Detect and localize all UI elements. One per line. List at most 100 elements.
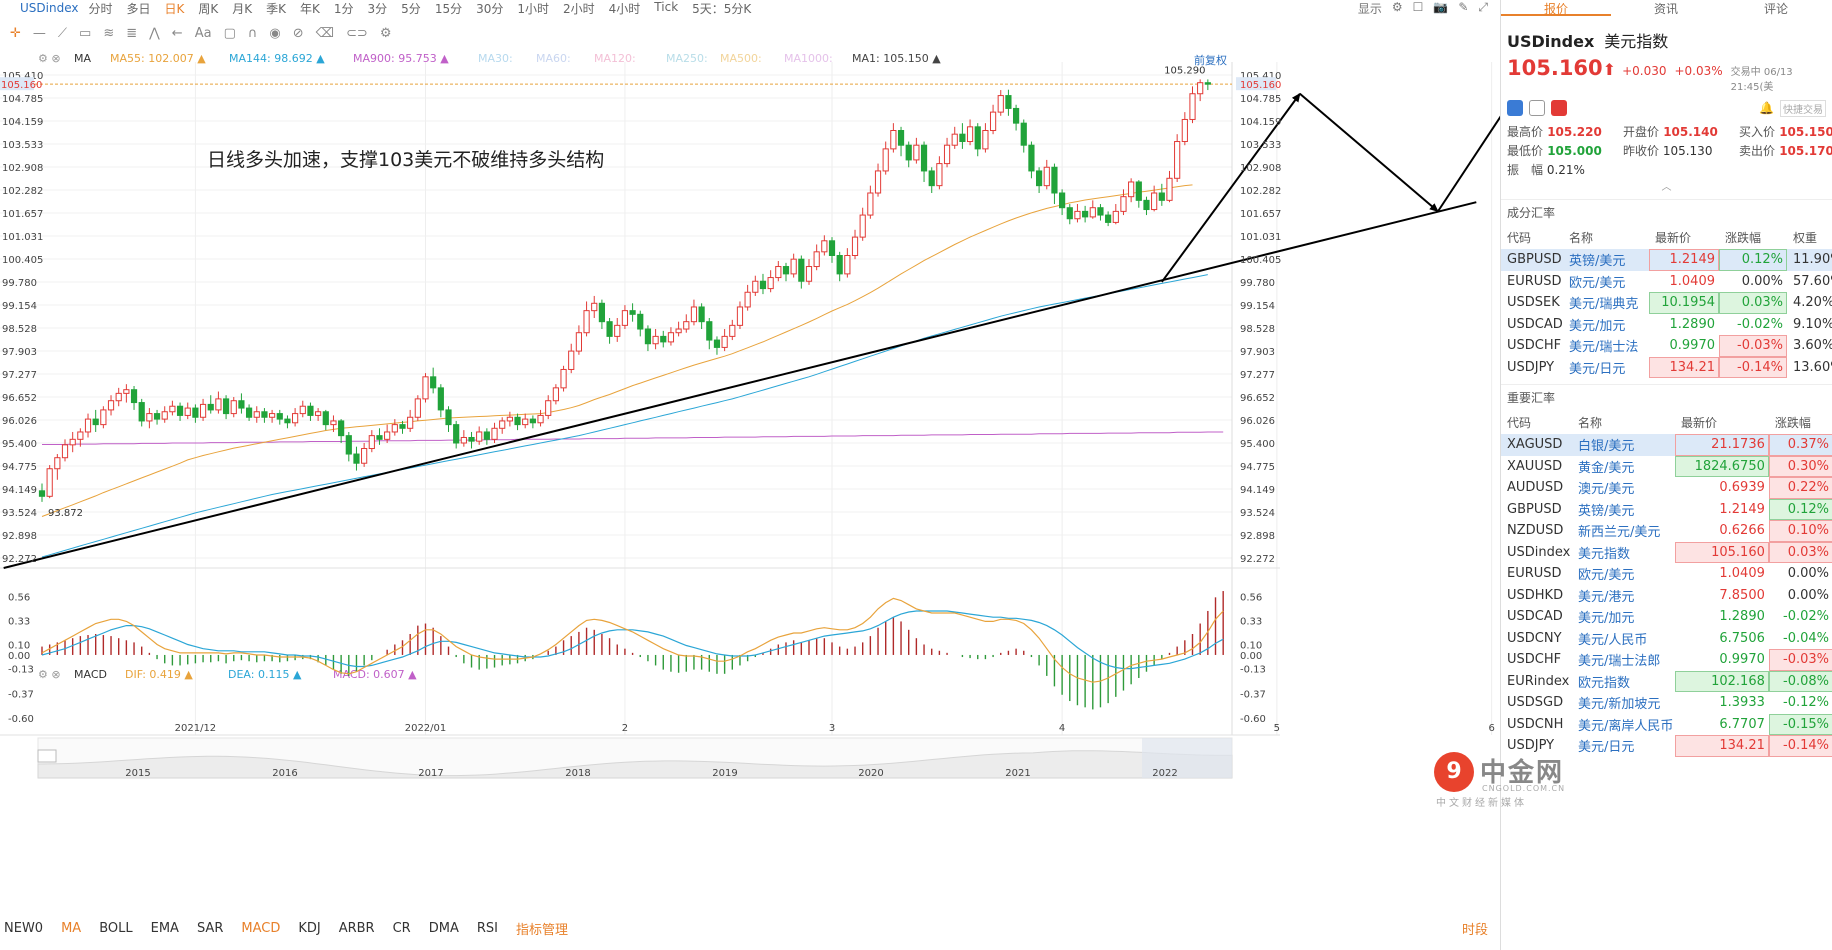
period-tab[interactable]: 多日 <box>126 1 151 16</box>
period-tab[interactable]: 分时 <box>88 1 113 16</box>
table-row[interactable]: USDCAD 美元/加元 1.2890 -0.02% <box>1501 606 1832 628</box>
display-menu[interactable]: 显示 <box>1357 2 1382 16</box>
indicator-item[interactable]: RSI <box>476 920 498 936</box>
note-tool-icon[interactable]: ▢ <box>223 25 236 41</box>
period-tab[interactable]: 30分 <box>476 1 504 16</box>
line-tool-icon[interactable]: — <box>32 25 46 41</box>
period-tab[interactable]: 日K <box>164 1 185 16</box>
table-header-cell[interactable]: 权重 <box>1793 230 1818 245</box>
table-row[interactable]: XAUUSD 黄金/美元 1824.6750 0.30% <box>1501 455 1832 477</box>
quick-trade-button[interactable]: 快捷交易 <box>1780 99 1826 117</box>
fib-tool-icon[interactable]: ≣ <box>126 25 138 41</box>
camera-icon[interactable]: 📷 <box>1433 0 1449 14</box>
table-row[interactable]: EURUSD 欧元/美元 1.0409 0.00% <box>1501 563 1832 585</box>
crosshair-icon[interactable]: ✛ <box>10 25 21 41</box>
table-row[interactable]: USDSGD 美元/新加坡元 1.3933 -0.12% <box>1501 692 1832 714</box>
panel-tab[interactable]: 报价 <box>1501 0 1611 16</box>
table-row[interactable]: XAGUSD 白银/美元 21.1736 0.37% <box>1501 434 1832 456</box>
macd-settings-icon[interactable]: ⚙ ⊗ <box>38 668 61 681</box>
period-tab[interactable]: 月K <box>232 1 253 16</box>
period-tab[interactable]: 2小时 <box>563 1 595 16</box>
table-header-cell[interactable]: 最新价 <box>1681 415 1718 430</box>
candle-body <box>660 335 667 343</box>
table-row[interactable]: GBPUSD 英镑/美元 1.2149 0.12% <box>1501 498 1832 520</box>
arrow-tool-icon[interactable]: ← <box>171 25 183 41</box>
checkbox-icon[interactable]: ☐ <box>1412 0 1424 14</box>
indicator-item[interactable]: MACD <box>241 920 281 936</box>
indicator-item[interactable]: BOLL <box>99 920 133 936</box>
price-chart[interactable]: 92.272 92.272 92.898 92.898 93.524 93.524 94.1… <box>0 0 1500 910</box>
row-name: 美元/新加坡元 <box>1577 697 1661 713</box>
table-row[interactable]: EURindex 欧元指数 102.168 -0.08% <box>1501 670 1832 692</box>
eye-icon[interactable]: ◉ <box>269 25 281 41</box>
period-tab[interactable]: 3分 <box>367 1 388 16</box>
table-row[interactable]: NZDUSD 新西兰元/美元 0.6266 0.10% <box>1501 520 1832 542</box>
text-tool-icon[interactable]: Aa <box>194 25 212 41</box>
settings-icon[interactable]: ⚙ <box>379 25 392 41</box>
table-header-cell[interactable]: 涨跌幅 <box>1725 230 1762 245</box>
table-header-cell[interactable]: 名称 <box>1577 415 1602 430</box>
collapse-icon[interactable]: ︿ <box>1661 182 1672 193</box>
table-row[interactable]: EURUSD 欧元/美元 1.0409 0.00% 57.60% <box>1501 271 1832 293</box>
indicator-item[interactable]: SAR <box>196 920 224 936</box>
period-tab[interactable]: 年K <box>300 1 320 16</box>
table-row[interactable]: USDHKD 美元/港元 7.8500 0.00% <box>1501 585 1832 607</box>
ray-tool-icon[interactable]: ⟋ <box>57 25 68 41</box>
period-tab[interactable]: Tick <box>654 0 679 14</box>
heart-icon[interactable] <box>1551 100 1567 116</box>
period-tab[interactable]: 1小时 <box>517 1 550 16</box>
link-icon[interactable]: ⊂⊃ <box>346 25 368 41</box>
indicator-item[interactable]: KDJ <box>298 920 321 936</box>
table-row[interactable]: USDSEK 美元/瑞典克 10.1954 0.03% 4.20% <box>1501 292 1832 314</box>
table-row[interactable]: USDCNH 美元/离岸人民币 6.7707 -0.15% <box>1501 713 1832 735</box>
delete-icon[interactable]: ⌫ <box>315 25 335 41</box>
fullscreen-icon[interactable]: ⤢ <box>1478 0 1488 14</box>
symbol-selector[interactable]: USDindex <box>20 1 79 15</box>
indicator-item[interactable]: MA <box>61 920 82 936</box>
table-row[interactable]: USDJPY 美元/日元 134.21 -0.14% <box>1501 735 1832 757</box>
table-row[interactable]: USDCAD 美元/加元 1.2890 -0.02% 9.10% <box>1501 314 1832 336</box>
candle-body <box>1005 95 1012 109</box>
table-header-cell[interactable]: 代码 <box>1507 415 1532 430</box>
period-tab[interactable]: 15分 <box>434 1 463 16</box>
macd-legend-item: DIF: 0.419 ▲ <box>125 668 193 681</box>
adjust-button[interactable]: 前复权 <box>1194 54 1227 67</box>
table-row[interactable]: USDindex 美元指数 105.160 0.03% <box>1501 541 1832 563</box>
period-tab[interactable]: 季K <box>266 1 287 16</box>
table-header-cell[interactable]: 名称 <box>1569 230 1594 245</box>
table-row[interactable]: USDJPY 美元/日元 134.21-0.14% 13.60% <box>1501 356 1832 378</box>
indicator-manage-button[interactable]: 指标管理 <box>515 922 568 938</box>
indicator-item[interactable]: EMA <box>150 920 179 936</box>
indicator-item[interactable]: DMA <box>428 920 459 936</box>
period-button[interactable]: 时段 <box>1461 922 1488 938</box>
bell-icon[interactable]: 🔔 <box>1759 101 1774 115</box>
period-tab[interactable]: 5天：5分K <box>692 1 752 16</box>
indicator-item[interactable]: NEW0 <box>4 920 44 936</box>
indicator-item[interactable]: ARBR <box>338 920 375 936</box>
table-row[interactable]: AUDUSD 澳元/美元 0.6939 0.22% <box>1501 477 1832 499</box>
indicator-item[interactable]: CR <box>392 920 411 936</box>
globe-icon[interactable] <box>1507 100 1523 116</box>
pattern-tool-icon[interactable]: ⋀ <box>149 25 160 41</box>
channel-tool-icon[interactable]: ≋ <box>103 25 115 41</box>
table-header-cell[interactable]: 涨跌幅 <box>1774 415 1811 430</box>
hide-icon[interactable]: ⊘ <box>292 25 304 41</box>
shape-tool-icon[interactable]: ▭ <box>79 25 92 41</box>
panel-tab[interactable]: 资讯 <box>1653 2 1678 16</box>
table-row[interactable]: USDCHF 美元/瑞士法 0.9970 -0.03% 3.60% <box>1501 335 1832 357</box>
pencil-icon[interactable]: ✎ <box>1458 0 1469 14</box>
period-tab[interactable]: 周K <box>198 1 219 16</box>
table-row[interactable]: USDCNY 美元/人民币 6.7506 -0.04% <box>1501 628 1832 650</box>
doc-icon[interactable] <box>1529 100 1545 116</box>
magnet-icon[interactable]: ∩ <box>247 25 258 41</box>
gear-icon[interactable]: ⚙ <box>1391 0 1403 14</box>
table-header-cell[interactable]: 最新价 <box>1655 230 1692 245</box>
table-row[interactable]: USDCHF 美元/瑞士法郎 0.9970 -0.03% <box>1501 649 1832 671</box>
ma-settings-icon[interactable]: ⚙ ⊗ <box>38 52 61 65</box>
period-tab[interactable]: 5分 <box>401 1 421 16</box>
period-tab[interactable]: 1分 <box>333 1 354 16</box>
table-header-cell[interactable]: 代码 <box>1507 230 1532 245</box>
panel-tab[interactable]: 评论 <box>1763 2 1788 16</box>
period-tab[interactable]: 4小时 <box>608 1 641 16</box>
